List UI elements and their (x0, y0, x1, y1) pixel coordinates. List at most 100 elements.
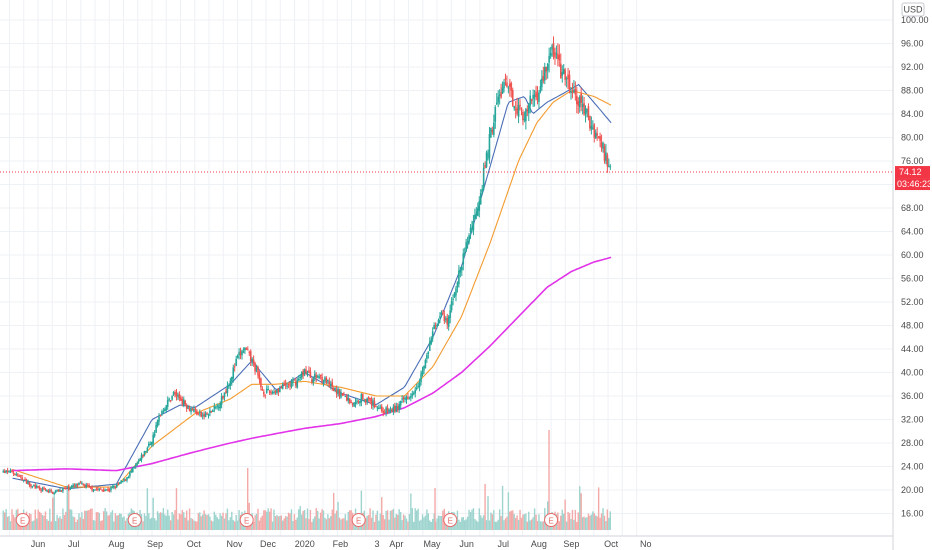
volume-bar (581, 517, 584, 530)
candle-body (366, 398, 368, 402)
volume-bar (535, 514, 537, 530)
candle-body (270, 392, 272, 394)
earnings-marker[interactable] (127, 513, 142, 527)
earnings-marker[interactable] (351, 513, 366, 527)
volume-bar (76, 519, 79, 530)
candlesticks[interactable] (2, 36, 612, 495)
volume-bar (593, 513, 595, 530)
candle-body (350, 402, 352, 404)
volume-bar (164, 514, 166, 530)
candle-body (302, 370, 304, 376)
earnings-marker[interactable] (443, 513, 458, 527)
candle-body (392, 406, 395, 412)
candle-body (284, 383, 287, 386)
volume-bar (254, 515, 256, 530)
candle-body (60, 490, 63, 492)
volume-bar (174, 510, 176, 530)
candle-body (522, 112, 524, 121)
volume-bar (536, 521, 539, 530)
volume-bar (6, 516, 9, 530)
candle-body (110, 487, 112, 491)
volume-bar (57, 518, 60, 530)
volume-bar (493, 510, 495, 530)
volume-bar (175, 488, 178, 530)
volume-bar (101, 520, 103, 530)
candle-body (353, 402, 355, 407)
volume-bar (346, 520, 348, 530)
earnings-marker[interactable] (544, 513, 559, 527)
earnings-marker[interactable] (239, 513, 254, 527)
volume-bar (54, 521, 57, 530)
candle-body (437, 319, 440, 325)
volume-bar (234, 521, 236, 530)
candle-body (117, 483, 120, 485)
candle-body (222, 395, 224, 399)
volume-bar (548, 430, 550, 530)
volume-bar (424, 515, 427, 530)
price-axis[interactable]: 100.0096.0092.0088.0084.0080.0076.0072.0… (901, 15, 929, 519)
volume-bar (402, 514, 405, 530)
volume-bar (220, 515, 223, 530)
candle-body (423, 366, 425, 371)
candle-body (242, 351, 245, 353)
candle-body (378, 407, 380, 409)
volume-bar (504, 518, 507, 530)
volume-bar (512, 510, 514, 530)
volume-bar (258, 520, 261, 530)
volume-bar (303, 509, 306, 530)
volume-bar (490, 512, 492, 530)
volume-bar (232, 520, 234, 530)
candle-body (364, 399, 367, 403)
candle-body (452, 298, 454, 300)
volume-bar (95, 512, 98, 530)
candle-body (31, 486, 34, 488)
price-tick-label: 68.00 (901, 203, 924, 213)
volume-bar (413, 521, 415, 530)
volume-bar (500, 516, 502, 530)
volume-bar (168, 515, 170, 530)
candle-body (466, 241, 469, 243)
volume-bar (185, 510, 188, 530)
candle-body (50, 490, 53, 492)
time-axis[interactable]: Jun Jul Aug Sep Oct Nov Dec 2020 Feb 3 Apr May Jun Ju… (31, 539, 652, 549)
candle-body (132, 467, 134, 472)
candle-body (363, 400, 366, 402)
candle-body (398, 404, 401, 410)
candle-body (228, 385, 230, 387)
volume-bar (417, 508, 419, 530)
candle-body (491, 130, 494, 132)
volume-bar (158, 513, 160, 530)
volume-bar (30, 514, 32, 530)
volume-bar (271, 521, 274, 530)
volume-bar (89, 508, 92, 530)
volume-bar (319, 512, 322, 530)
volume-bar (372, 510, 374, 530)
candle-body (162, 411, 165, 413)
volume-bar (341, 518, 344, 530)
volume-bar (381, 497, 383, 530)
volume-bar (360, 490, 363, 530)
candle-body (533, 94, 536, 97)
earnings-marker[interactable] (15, 513, 30, 527)
candle-body (57, 489, 60, 492)
candle-body (290, 381, 293, 387)
candle-body (226, 385, 229, 394)
candle-body (367, 397, 370, 399)
price-tick-label: 16.00 (901, 509, 924, 519)
candle-body (98, 488, 101, 490)
volume-bar (315, 508, 317, 530)
candle-body (292, 380, 294, 383)
volume-bar (4, 512, 6, 530)
volume-bar (561, 509, 563, 530)
volume-bar (207, 514, 210, 530)
volume-bar (60, 518, 63, 530)
volume-bar (539, 521, 542, 530)
candle-body (5, 470, 7, 473)
candle-body (561, 72, 564, 76)
candle-body (255, 368, 258, 370)
volume-bar (321, 509, 323, 530)
candle-body (376, 407, 379, 409)
volume-bar (478, 508, 480, 530)
countdown-label: 03:46:23 (897, 179, 932, 189)
